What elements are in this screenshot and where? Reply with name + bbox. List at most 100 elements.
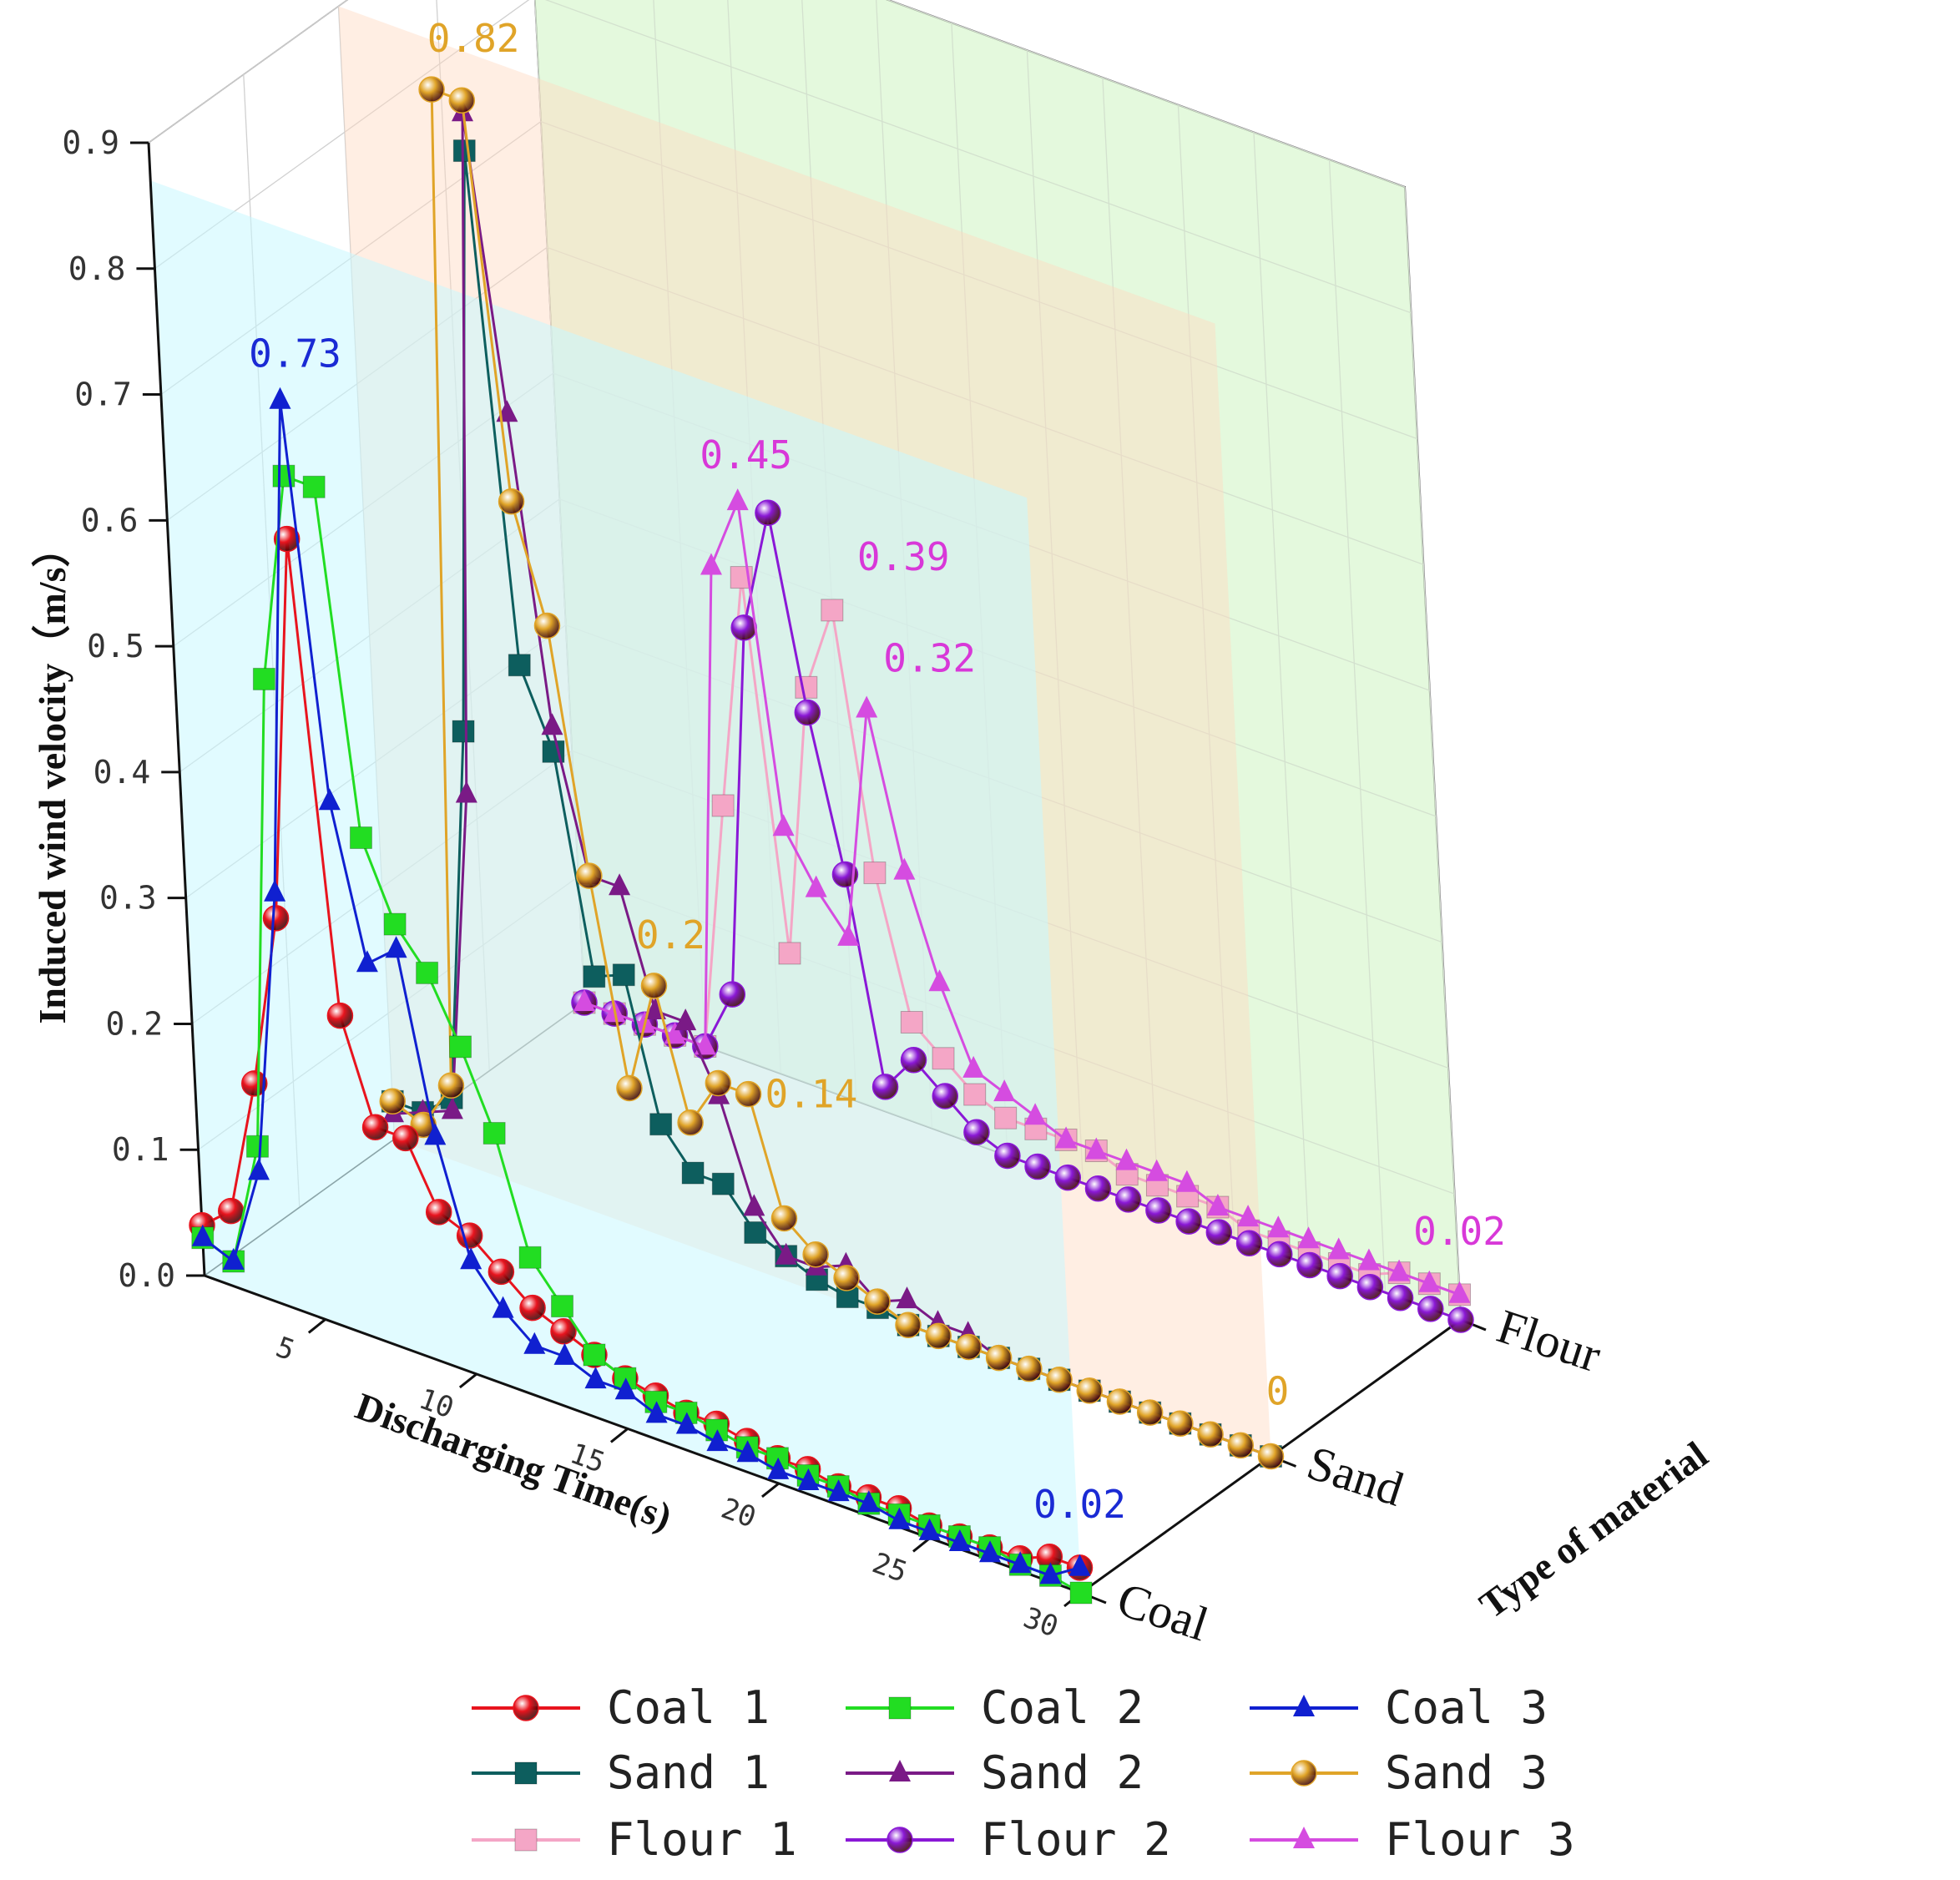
data-point-coal-2 bbox=[416, 961, 439, 984]
data-point-coal-1 bbox=[550, 1318, 577, 1345]
data-point-flour-3 bbox=[928, 969, 951, 992]
data-point-flour-2 bbox=[1447, 1306, 1474, 1333]
data-point-coal-3 bbox=[356, 950, 378, 973]
data-point-flour-3 bbox=[1206, 1194, 1229, 1215]
data-point-flour-2 bbox=[730, 614, 757, 641]
data-point-coal-3 bbox=[1068, 1554, 1091, 1576]
data-point-flour-2 bbox=[1145, 1197, 1172, 1224]
legend-swatch-marker bbox=[1293, 1827, 1315, 1848]
legend-label: Sand 2 bbox=[981, 1746, 1144, 1799]
data-point-sand-1 bbox=[583, 965, 606, 988]
data-point-flour-3 bbox=[694, 1033, 716, 1055]
data-point-coal-2 bbox=[518, 1246, 542, 1269]
data-point-flour-3 bbox=[1327, 1237, 1350, 1260]
data-point-sand-3 bbox=[1227, 1432, 1255, 1459]
annotation-label: 0.14 bbox=[765, 1072, 858, 1117]
data-point-sand-1 bbox=[649, 1113, 673, 1136]
data-point-coal-3 bbox=[1009, 1551, 1032, 1574]
data-point-flour-3 bbox=[573, 989, 595, 1011]
x-tick-label: 25 bbox=[868, 1546, 912, 1589]
data-point-sand-1 bbox=[452, 720, 475, 743]
series-sand-3 bbox=[379, 76, 1285, 1470]
data-point-sand-3 bbox=[1046, 1367, 1073, 1393]
data-point-sand-3 bbox=[895, 1311, 922, 1339]
data-point-flour-2 bbox=[1175, 1208, 1202, 1235]
annotations: 0.73 0.02 0.82 0.2 0.14 0 0.45 0.39 0.32 0.02 bbox=[249, 16, 1506, 1527]
annotation-label: 0.02 bbox=[1033, 1482, 1126, 1527]
annotation-label: 0 bbox=[1266, 1369, 1290, 1414]
data-point-coal-2 bbox=[449, 1035, 472, 1059]
data-point-sand-3 bbox=[735, 1080, 762, 1108]
data-point-flour-2 bbox=[900, 1046, 927, 1074]
data-point-coal-3 bbox=[979, 1540, 1001, 1563]
series-flour-2 bbox=[571, 499, 1474, 1333]
data-point-coal-3 bbox=[1039, 1562, 1062, 1584]
data-point-flour-1 bbox=[778, 942, 801, 965]
x-tick-label: 30 bbox=[1019, 1601, 1063, 1645]
gridline-y bbox=[148, 0, 1406, 188]
data-point-coal-3 bbox=[918, 1518, 941, 1540]
data-point-sand-1 bbox=[681, 1161, 705, 1185]
data-point-sand-1 bbox=[711, 1172, 735, 1195]
data-point-coal-2 bbox=[252, 667, 275, 690]
data-point-sand-3 bbox=[418, 76, 445, 103]
data-point-sand-3 bbox=[498, 488, 525, 515]
data-point-coal-2 bbox=[245, 1135, 269, 1158]
data-point-flour-2 bbox=[1084, 1175, 1112, 1202]
gridline-x bbox=[1026, 50, 1084, 1184]
data-point-coal-1 bbox=[262, 905, 290, 932]
data-point-coal-3 bbox=[523, 1332, 546, 1354]
legend-label: Flour 2 bbox=[981, 1813, 1171, 1866]
series-coal-2 bbox=[191, 464, 1093, 1605]
data-point-flour-2 bbox=[932, 1083, 958, 1109]
data-point-flour-1 bbox=[900, 1011, 923, 1034]
data-point-coal-1 bbox=[273, 525, 301, 553]
legend-label: Flour 3 bbox=[1385, 1813, 1575, 1866]
data-point-flour-2 bbox=[1326, 1262, 1353, 1290]
data-point-flour-3 bbox=[962, 1055, 985, 1078]
legend-swatch-marker bbox=[513, 1695, 539, 1721]
data-point-flour-2 bbox=[1024, 1153, 1051, 1180]
data-point-flour-3 bbox=[1237, 1205, 1260, 1227]
data-point-coal-1 bbox=[519, 1294, 546, 1322]
data-point-sand-1 bbox=[452, 139, 476, 163]
x-tick bbox=[609, 1428, 629, 1443]
data-point-flour-2 bbox=[1417, 1296, 1444, 1322]
category-label-sand: Sand bbox=[1301, 1435, 1409, 1517]
data-point-sand-2 bbox=[775, 1242, 797, 1265]
annotation-label: 0.32 bbox=[883, 636, 976, 681]
data-point-sand-3 bbox=[985, 1344, 1013, 1372]
data-point-sand-3 bbox=[1257, 1443, 1285, 1470]
data-point-sand-3 bbox=[379, 1088, 407, 1115]
y-tick-label: 0.0 bbox=[118, 1257, 175, 1294]
data-point-sand-3 bbox=[677, 1109, 704, 1136]
data-point-coal-1 bbox=[456, 1222, 483, 1249]
data-point-sand-3 bbox=[1106, 1388, 1134, 1415]
data-point-flour-1 bbox=[863, 862, 887, 885]
data-point-flour-1 bbox=[963, 1083, 987, 1106]
data-point-sand-2 bbox=[541, 713, 563, 735]
legend-item-sand-2: Sand 2 bbox=[846, 1746, 1144, 1799]
data-point-coal-3 bbox=[948, 1529, 971, 1551]
data-point-sand-3 bbox=[1197, 1421, 1224, 1448]
data-point-flour-3 bbox=[1024, 1103, 1047, 1125]
y-tick-label: 0.7 bbox=[74, 377, 132, 413]
data-point-sand-3 bbox=[576, 862, 603, 889]
data-point-flour-2 bbox=[871, 1074, 899, 1100]
data-point-flour-1 bbox=[821, 599, 844, 622]
legend-item-flour-1: Flour 1 bbox=[472, 1813, 797, 1866]
data-point-coal-2 bbox=[302, 475, 326, 498]
data-point-flour-3 bbox=[856, 695, 878, 718]
data-point-sand-3 bbox=[1136, 1399, 1164, 1426]
annotation-label: 0.82 bbox=[427, 16, 520, 61]
y-axis-title: Induced wind velocity（m/s） bbox=[31, 529, 73, 1024]
data-point-flour-2 bbox=[1296, 1251, 1323, 1279]
x-tick bbox=[458, 1372, 477, 1389]
data-point-flour-1 bbox=[932, 1047, 955, 1070]
data-point-sand-2 bbox=[455, 781, 477, 803]
data-point-sand-3 bbox=[955, 1333, 983, 1361]
data-point-coal-1 bbox=[326, 1002, 354, 1029]
data-point-flour-3 bbox=[1388, 1259, 1411, 1281]
y-tick-label: 0.4 bbox=[93, 754, 151, 791]
